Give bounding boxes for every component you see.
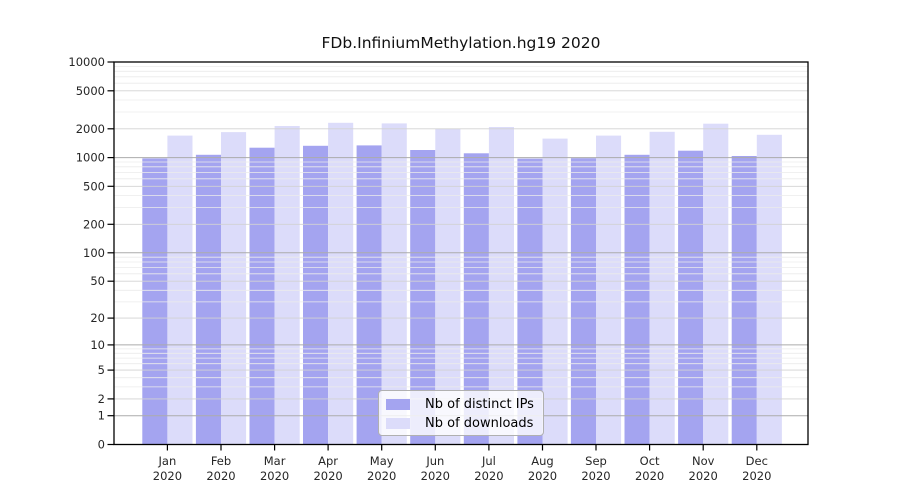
bar-distinct-ips-dec [731,156,757,445]
y-tick-label: 1000 [76,151,105,165]
y-tick-label: 0 [98,438,105,452]
y-tick-label: 200 [83,217,105,231]
legend-item-downloads: Nb of downloads [386,414,535,433]
x-tick-label-feb: Feb 2020 [206,454,235,483]
bar-downloads-mar [274,126,300,445]
bar-distinct-ips-sep [570,158,596,445]
axis-layer: 0 1 2 5 10 20 50 100 200 500 1000 2000 5000 10000 Jan 2… [68,55,809,483]
y-tick-label: 10000 [68,55,105,69]
y-tick-label: 100 [83,246,105,260]
bar-downloads-oct [649,131,675,445]
chart-title: FDb.InfiniumMethylation.hg19 2020 [321,34,601,52]
x-tick-label-sep: Sep 2020 [581,454,610,483]
bar-distinct-ips-oct [624,154,650,445]
legend-item-distinct-ips: Nb of distinct IPs [386,395,535,414]
y-tick-label: 5000 [76,84,105,98]
y-tick-label: 50 [90,274,105,288]
bar-distinct-ips-mar [249,147,275,445]
y-tick-label: 2 [98,392,105,406]
y-tick-label: 2000 [76,122,105,136]
bar-distinct-ips-nov [678,150,704,445]
y-tick-label: 500 [83,179,105,193]
legend: Nb of distinct IPs Nb of downloads [378,390,544,436]
legend-swatch-distinct-ips [386,399,410,410]
y-tick-label: 5 [98,363,105,377]
legend-label-downloads: Nb of downloads [425,416,534,431]
bar-distinct-ips-jan [142,158,168,445]
bar-downloads-nov [703,123,729,445]
x-tick-label-mar: Mar 2020 [260,454,289,483]
bar-distinct-ips-apr [303,145,329,445]
bar-downloads-apr [328,122,354,445]
x-tick-label-dec: Dec 2020 [742,454,771,483]
gridlines-layer [114,66,808,417]
x-tick-label-jan: Jan 2020 [153,454,182,483]
legend-swatch-downloads [386,418,410,429]
y-tick-label: 20 [90,311,105,325]
bar-downloads-dec [756,134,782,445]
y-tick-label: 10 [90,338,105,352]
legend-label-distinct-ips: Nb of distinct IPs [425,397,534,412]
bar-downloads-aug [542,138,568,445]
x-tick-label-jul: Jul 2020 [474,454,503,483]
bar-downloads-feb [221,132,247,445]
bar-distinct-ips-feb [195,154,221,445]
y-tick-label: 1 [98,409,105,423]
x-tick-label-nov: Nov 2020 [689,454,718,483]
x-tick-label-aug: Aug 2020 [528,454,557,483]
x-tick-label-jun: Jun 2020 [421,454,450,483]
x-tick-label-oct: Oct 2020 [635,454,664,483]
x-tick-label-may: May 2020 [367,454,396,483]
x-tick-label-apr: Apr 2020 [313,454,342,483]
